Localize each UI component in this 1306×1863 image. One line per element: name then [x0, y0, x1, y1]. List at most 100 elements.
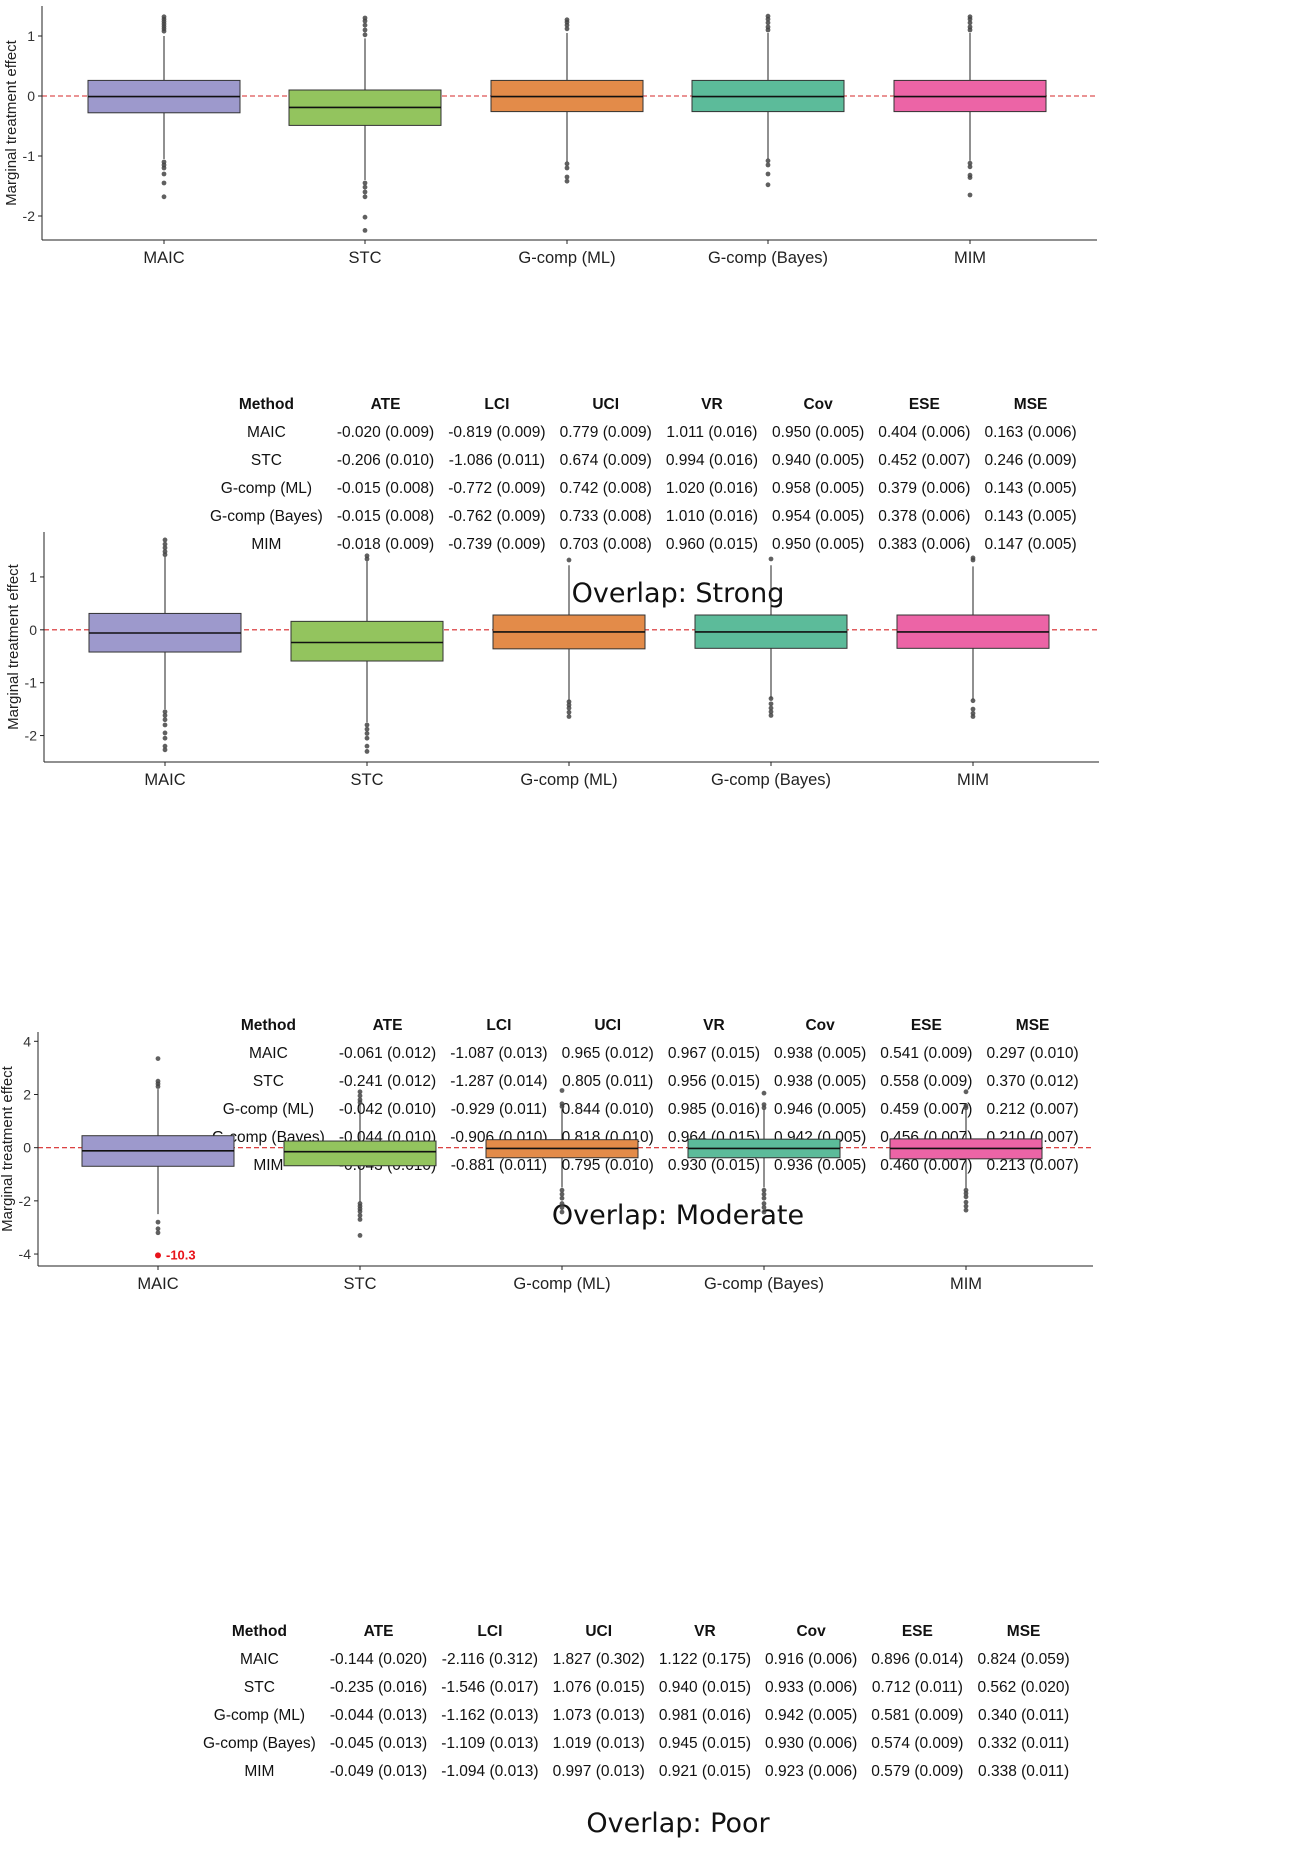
- y-axis-label: Marginal treatment effect: [0, 1065, 16, 1231]
- value-cell: 1.073 (0.013): [552, 1707, 645, 1724]
- column-header: ATE: [370, 396, 401, 413]
- outlier-point: [768, 696, 774, 701]
- column-header: ATE: [363, 1623, 394, 1640]
- outlier-point: [559, 1187, 565, 1193]
- value-cell: 0.994 (0.016): [665, 452, 759, 469]
- x-tick-label: MAIC: [144, 771, 185, 789]
- value-cell: 0.779 (0.009): [559, 424, 652, 441]
- value-cell: -0.042 (0.010): [338, 1101, 437, 1118]
- value-cell: 0.558 (0.009): [880, 1073, 973, 1090]
- value-cell: 0.938 (0.005): [774, 1073, 867, 1090]
- value-cell: 0.967 (0.015): [667, 1045, 761, 1062]
- method-cell: MIM: [251, 536, 282, 553]
- y-tick-label: -2: [23, 208, 36, 224]
- outlier-point: [564, 26, 570, 32]
- value-cell: 0.936 (0.005): [774, 1157, 867, 1174]
- value-cell: 0.954 (0.005): [772, 508, 865, 525]
- column-header: ESE: [910, 1017, 942, 1034]
- column-header: UCI: [585, 1623, 613, 1640]
- value-cell: -1.162 (0.013): [441, 1707, 539, 1724]
- value-cell: -0.144 (0.020): [329, 1651, 428, 1668]
- value-cell: 0.844 (0.010): [561, 1101, 654, 1118]
- column-header: UCI: [594, 1017, 622, 1034]
- outlier-point: [364, 749, 370, 754]
- table-row: MIM -0.018 (0.009) -0.739 (0.009) 0.703 (0.…: [203, 531, 1084, 559]
- y-tick-label: -4: [19, 1246, 32, 1262]
- outlier-point: [566, 714, 572, 719]
- table-row: STC -0.235 (0.016) -1.546 (0.017) 1.076 (0.…: [196, 1674, 1077, 1702]
- outlier-point: [768, 705, 774, 711]
- outlier-point: [768, 556, 774, 562]
- column-header: Method: [231, 1623, 287, 1640]
- method-cell: STC: [250, 452, 282, 469]
- outlier-point: [161, 180, 167, 186]
- boxplot-poor: Marginal treatment effect -10.3 4 2 0 -2 -4 MAI…: [0, 1032, 1093, 1293]
- outlier-point: [162, 747, 168, 753]
- column-header: ESE: [908, 396, 940, 413]
- value-cell: 0.965 (0.012): [561, 1045, 654, 1062]
- y-tick-label: -1: [25, 675, 38, 691]
- outlier-point: [162, 541, 168, 547]
- panel-poor: Marginal treatment effect -10.3 4 2 0 -2 -4 MAI…: [0, 1032, 1306, 1863]
- outlier-point: [761, 1090, 767, 1096]
- outlier-point: [357, 1093, 363, 1099]
- column-header: ATE: [372, 1017, 403, 1034]
- x-tick-label: MIM: [954, 249, 986, 267]
- table-row: MAIC -0.061 (0.012) -1.087 (0.013) 0.965 (0…: [205, 1040, 1086, 1068]
- value-cell: 0.940 (0.005): [772, 452, 865, 469]
- panel-moderate: Marginal treatment effect 1 0 -1 -2 MAIC STC G-…: [0, 532, 1306, 1231]
- value-cell: 0.896 (0.014): [871, 1651, 964, 1668]
- outlier-point: [357, 1209, 363, 1214]
- outlier-point: [963, 1203, 969, 1209]
- outlier-point: [963, 1199, 969, 1205]
- outlier-point: [765, 182, 771, 188]
- column-header: VR: [701, 396, 723, 413]
- outlier-point: [564, 22, 570, 28]
- value-cell: 0.147 (0.005): [984, 536, 1077, 553]
- value-cell: 0.997 (0.013): [552, 1763, 645, 1780]
- column-header: MSE: [1013, 396, 1048, 413]
- y-axis-label: Marginal treatment effect: [5, 563, 22, 729]
- outlier-point: [162, 537, 168, 543]
- value-cell: 0.712 (0.011): [871, 1679, 963, 1696]
- outlier-point: [761, 1201, 767, 1206]
- stats-table-strong: Method ATE LCI UCI VR Cov ESE MSE MAIC -0.020 (0.…: [203, 391, 1084, 559]
- outlier-point: [768, 709, 774, 715]
- value-cell: 0.370 (0.012): [986, 1073, 1079, 1090]
- value-cell: 0.340 (0.011): [978, 1707, 1070, 1724]
- outlier-point: [162, 730, 168, 736]
- value-cell: -0.929 (0.011): [450, 1101, 548, 1118]
- outlier-point: [362, 32, 368, 38]
- column-header: VR: [703, 1017, 725, 1034]
- value-cell: 0.923 (0.006): [765, 1763, 858, 1780]
- y-tick-label: 4: [23, 1033, 31, 1049]
- value-cell: 0.404 (0.006): [878, 424, 971, 441]
- column-header: Method: [238, 396, 294, 413]
- caption-strong: Overlap: Strong: [571, 578, 785, 609]
- table-header-row: Method ATE LCI UCI VR Cov ESE MSE: [196, 1618, 1077, 1646]
- outlier-point: [970, 557, 976, 563]
- outlier-point: [362, 228, 368, 233]
- value-cell: 0.338 (0.011): [978, 1763, 1070, 1780]
- outlier-point: [362, 18, 368, 24]
- outlier-point: [155, 1226, 161, 1232]
- value-cell: 0.942 (0.005): [765, 1707, 858, 1724]
- x-tick-label: STC: [349, 249, 382, 267]
- value-cell: -0.045 (0.013): [329, 1735, 428, 1752]
- outlier-point: [364, 735, 370, 741]
- value-cell: 0.378 (0.006): [878, 508, 971, 525]
- table-row: STC -0.241 (0.012) -1.287 (0.014) 0.805 (0.…: [205, 1068, 1086, 1096]
- value-cell: 0.574 (0.009): [871, 1735, 964, 1752]
- table-header-row: Method ATE LCI UCI VR Cov ESE MSE: [205, 1012, 1086, 1040]
- table-row: G-comp (Bayes) -0.015 (0.008) -0.762 (0.00…: [203, 503, 1084, 531]
- value-cell: 0.950 (0.005): [772, 424, 865, 441]
- value-cell: 1.011 (0.016): [666, 424, 758, 441]
- value-cell: -0.762 (0.009): [448, 508, 546, 525]
- column-header: UCI: [592, 396, 620, 413]
- value-cell: 0.297 (0.010): [986, 1045, 1079, 1062]
- value-cell: 0.674 (0.009): [559, 452, 652, 469]
- y-axis-label: Marginal treatment effect: [3, 39, 20, 205]
- value-cell: 0.960 (0.015): [665, 536, 759, 553]
- table-row: G-comp (Bayes) -0.045 (0.013) -1.109 (0.01…: [196, 1730, 1077, 1758]
- outlier-point: [765, 162, 771, 168]
